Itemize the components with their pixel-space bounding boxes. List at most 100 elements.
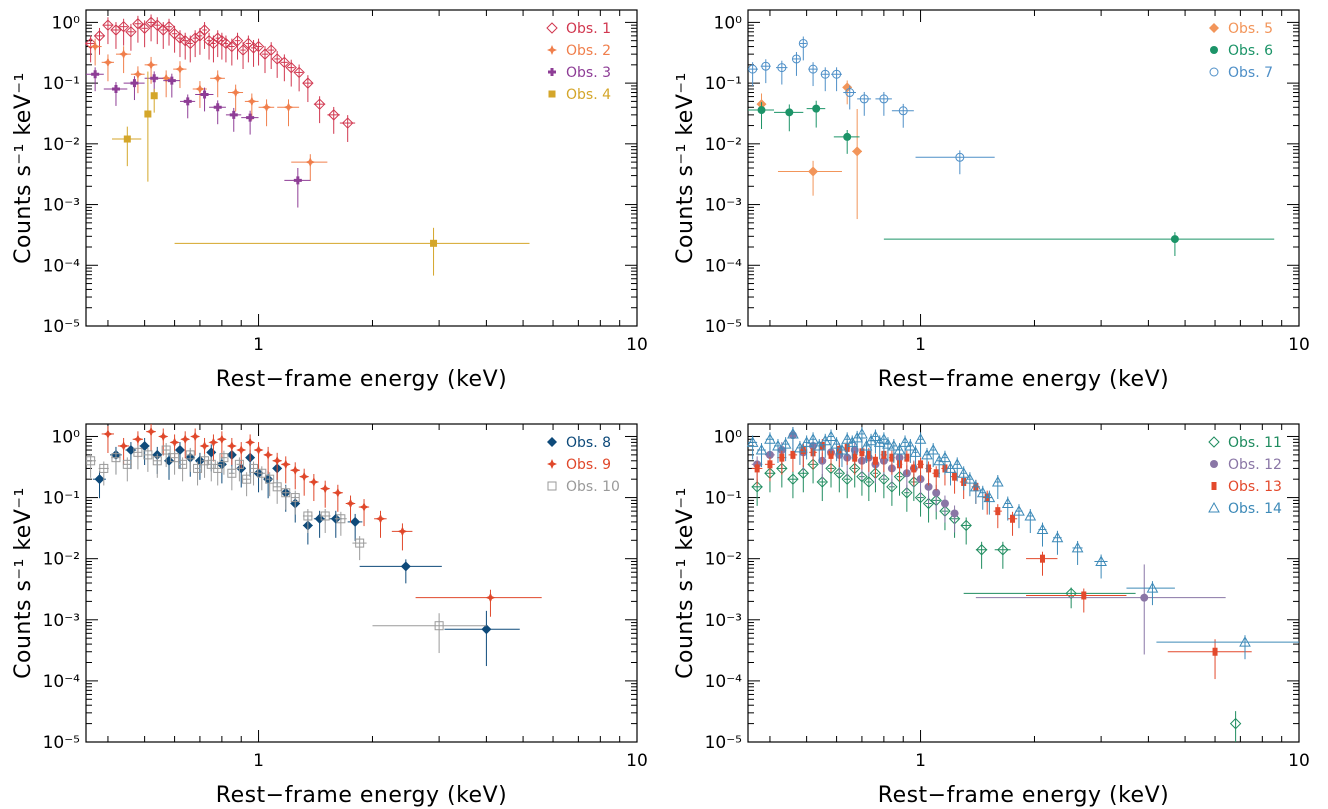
- chart-panel-3: 10⁻⁵ 10⁻⁴ 10⁻³ 10⁻² 10⁻¹ 10⁰ 1 10 Rest−frame ene…: [11, 423, 648, 808]
- y-tick-label: 10⁻⁵: [43, 733, 80, 753]
- data-point: [313, 98, 326, 110]
- data-point: [305, 157, 316, 168]
- legend-marker: [547, 481, 557, 491]
- data-point: [328, 109, 340, 121]
- data-point: [914, 433, 927, 444]
- data-point: [150, 74, 159, 83]
- y-tick-label: 10⁰: [52, 427, 81, 447]
- data-point: [320, 483, 331, 494]
- y-tick-label: 10⁻¹: [705, 74, 742, 94]
- y-tick-label: 10⁻²: [705, 135, 742, 155]
- y-axis-title: Counts s⁻¹ keV⁻¹: [673, 487, 698, 679]
- data-point: [246, 113, 255, 122]
- data-point: [320, 511, 330, 521]
- data-point: [168, 28, 181, 40]
- data-point: [914, 491, 927, 504]
- data-point: [904, 439, 917, 451]
- data-point: [918, 460, 924, 469]
- data-point: [960, 519, 972, 532]
- data-point: [146, 59, 157, 70]
- data-point: [832, 69, 842, 79]
- data-point: [230, 87, 241, 98]
- y-tick-label: 10⁻¹: [705, 489, 742, 509]
- series-obs-12: [751, 427, 1226, 655]
- data-point: [863, 476, 875, 488]
- data-point: [133, 447, 143, 457]
- data-point: [213, 463, 223, 473]
- data-point: [245, 437, 256, 448]
- data-point: [231, 34, 244, 47]
- data-point: [983, 491, 996, 503]
- data-point: [909, 446, 922, 457]
- data-point: [812, 104, 821, 113]
- data-point: [102, 57, 113, 68]
- data-point: [350, 516, 361, 527]
- data-point: [882, 438, 894, 449]
- data-point: [779, 438, 792, 449]
- data-point: [886, 481, 898, 493]
- data-point: [265, 474, 275, 484]
- data-point: [964, 473, 976, 484]
- data-point: [852, 453, 858, 462]
- y-tick-label: 10⁻²: [705, 550, 742, 570]
- data-point: [194, 84, 205, 94]
- x-tick-label: 1: [253, 335, 264, 355]
- data-point: [866, 450, 872, 459]
- data-point: [746, 436, 759, 447]
- data-point: [152, 456, 162, 466]
- data-point: [84, 37, 97, 50]
- y-tick-label: 10⁻³: [43, 611, 80, 631]
- data-point: [797, 467, 810, 479]
- data-point: [926, 464, 932, 473]
- data-point: [794, 441, 806, 453]
- legend-label: Obs. 13: [1228, 479, 1282, 495]
- data-point: [190, 431, 201, 442]
- x-tick-label: 10: [626, 751, 648, 771]
- data-point: [199, 440, 210, 451]
- data-point: [856, 470, 868, 483]
- data-point: [111, 85, 120, 93]
- y-tick-label: 10⁰: [52, 13, 81, 33]
- data-point: [843, 132, 852, 141]
- data-point: [754, 464, 760, 473]
- data-point: [125, 26, 137, 38]
- series-obs-9: [101, 424, 542, 617]
- data-point: [791, 54, 801, 64]
- legend: Obs. 5 Obs. 6 Obs. 7: [1209, 21, 1273, 81]
- data-point: [208, 437, 219, 448]
- data-point: [1071, 541, 1084, 553]
- data-point: [91, 70, 100, 79]
- legend-marker: [1209, 67, 1219, 77]
- data-point: [893, 443, 906, 455]
- legend: Obs. 8 Obs. 9 Obs. 10: [547, 435, 620, 495]
- data-point: [813, 439, 826, 451]
- data-point: [833, 467, 846, 479]
- data-point: [1024, 509, 1037, 521]
- series-obs-14: [746, 426, 1299, 660]
- data-point: [1036, 523, 1049, 535]
- data-point: [167, 76, 176, 85]
- data-point: [272, 455, 283, 466]
- legend-label: Obs. 4: [566, 87, 611, 103]
- data-point: [845, 88, 855, 98]
- panels: 10⁻⁵ 10⁻⁴ 10⁻³ 10⁻² 10⁻¹ 10⁰ 1 10 Rest−frame ene…: [11, 9, 1310, 808]
- legend-marker: [547, 437, 557, 447]
- data-point: [1239, 636, 1251, 647]
- data-point: [308, 476, 319, 487]
- series-obs-2: [88, 38, 328, 182]
- data-point: [755, 443, 768, 455]
- data-point: [151, 19, 163, 31]
- data-point: [226, 440, 237, 451]
- y-axis-title: Counts s⁻¹ keV⁻¹: [11, 72, 36, 264]
- data-point: [879, 94, 889, 104]
- x-axis-title: Rest−frame energy (keV): [216, 367, 507, 392]
- data-point: [86, 456, 96, 466]
- data-point: [246, 96, 257, 107]
- data-point: [764, 433, 776, 444]
- x-axis-title: Rest−frame energy (keV): [878, 367, 1169, 392]
- data-point: [860, 439, 873, 451]
- data-point: [951, 458, 964, 469]
- data-point: [345, 498, 356, 509]
- data-point: [293, 66, 305, 79]
- legend-marker: [546, 22, 558, 34]
